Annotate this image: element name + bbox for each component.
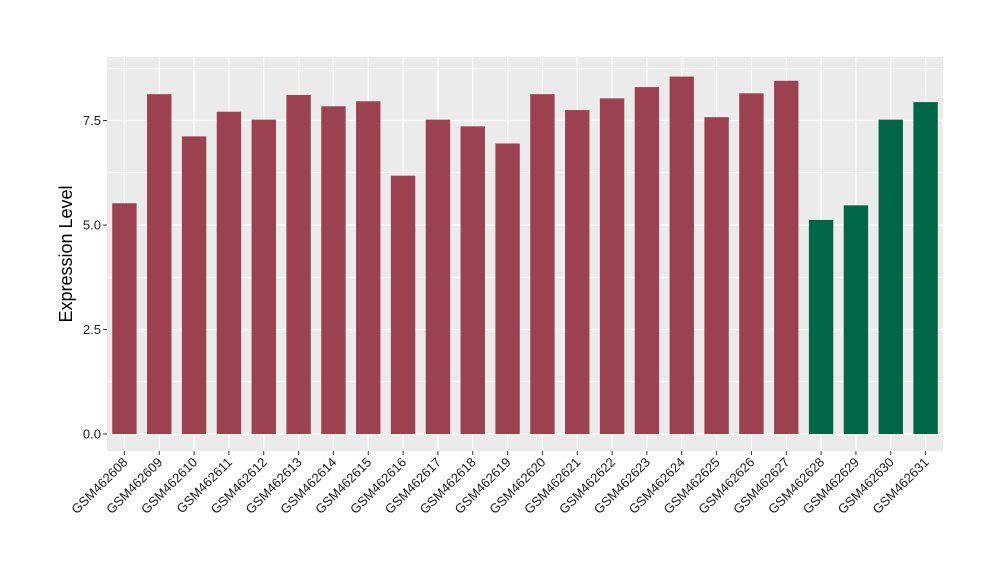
bar [181, 136, 207, 434]
bar [634, 87, 660, 434]
bar [530, 94, 555, 434]
y-tick-label: 5.0 [83, 218, 101, 233]
bar [565, 110, 590, 435]
bar [495, 143, 520, 435]
bar [356, 101, 381, 434]
bar [390, 175, 416, 434]
bar [878, 119, 903, 434]
bar [147, 94, 172, 434]
y-axis-title: Expression Level [56, 185, 76, 322]
x-axis: GSM462608GSM462609GSM462610GSM462611GSM4… [68, 451, 932, 517]
y-tick-label: 0.0 [83, 427, 101, 442]
bar [704, 117, 729, 434]
bar [112, 203, 137, 434]
y-tick-label: 2.5 [83, 322, 101, 337]
bar [216, 111, 242, 435]
bar [669, 76, 694, 435]
bar [843, 205, 869, 434]
y-tick-label: 7.5 [83, 113, 101, 128]
bar [321, 106, 346, 435]
bar [774, 80, 799, 434]
bar [251, 119, 276, 434]
bar [739, 93, 764, 434]
plot-panel [107, 57, 943, 451]
bar [286, 95, 311, 434]
bar [460, 126, 485, 435]
bar [599, 98, 625, 434]
bar [808, 219, 834, 434]
bars [112, 76, 938, 435]
y-axis: 0.0 2.5 5.0 7.5 [83, 113, 107, 442]
bar [913, 102, 938, 434]
bar [425, 119, 451, 434]
